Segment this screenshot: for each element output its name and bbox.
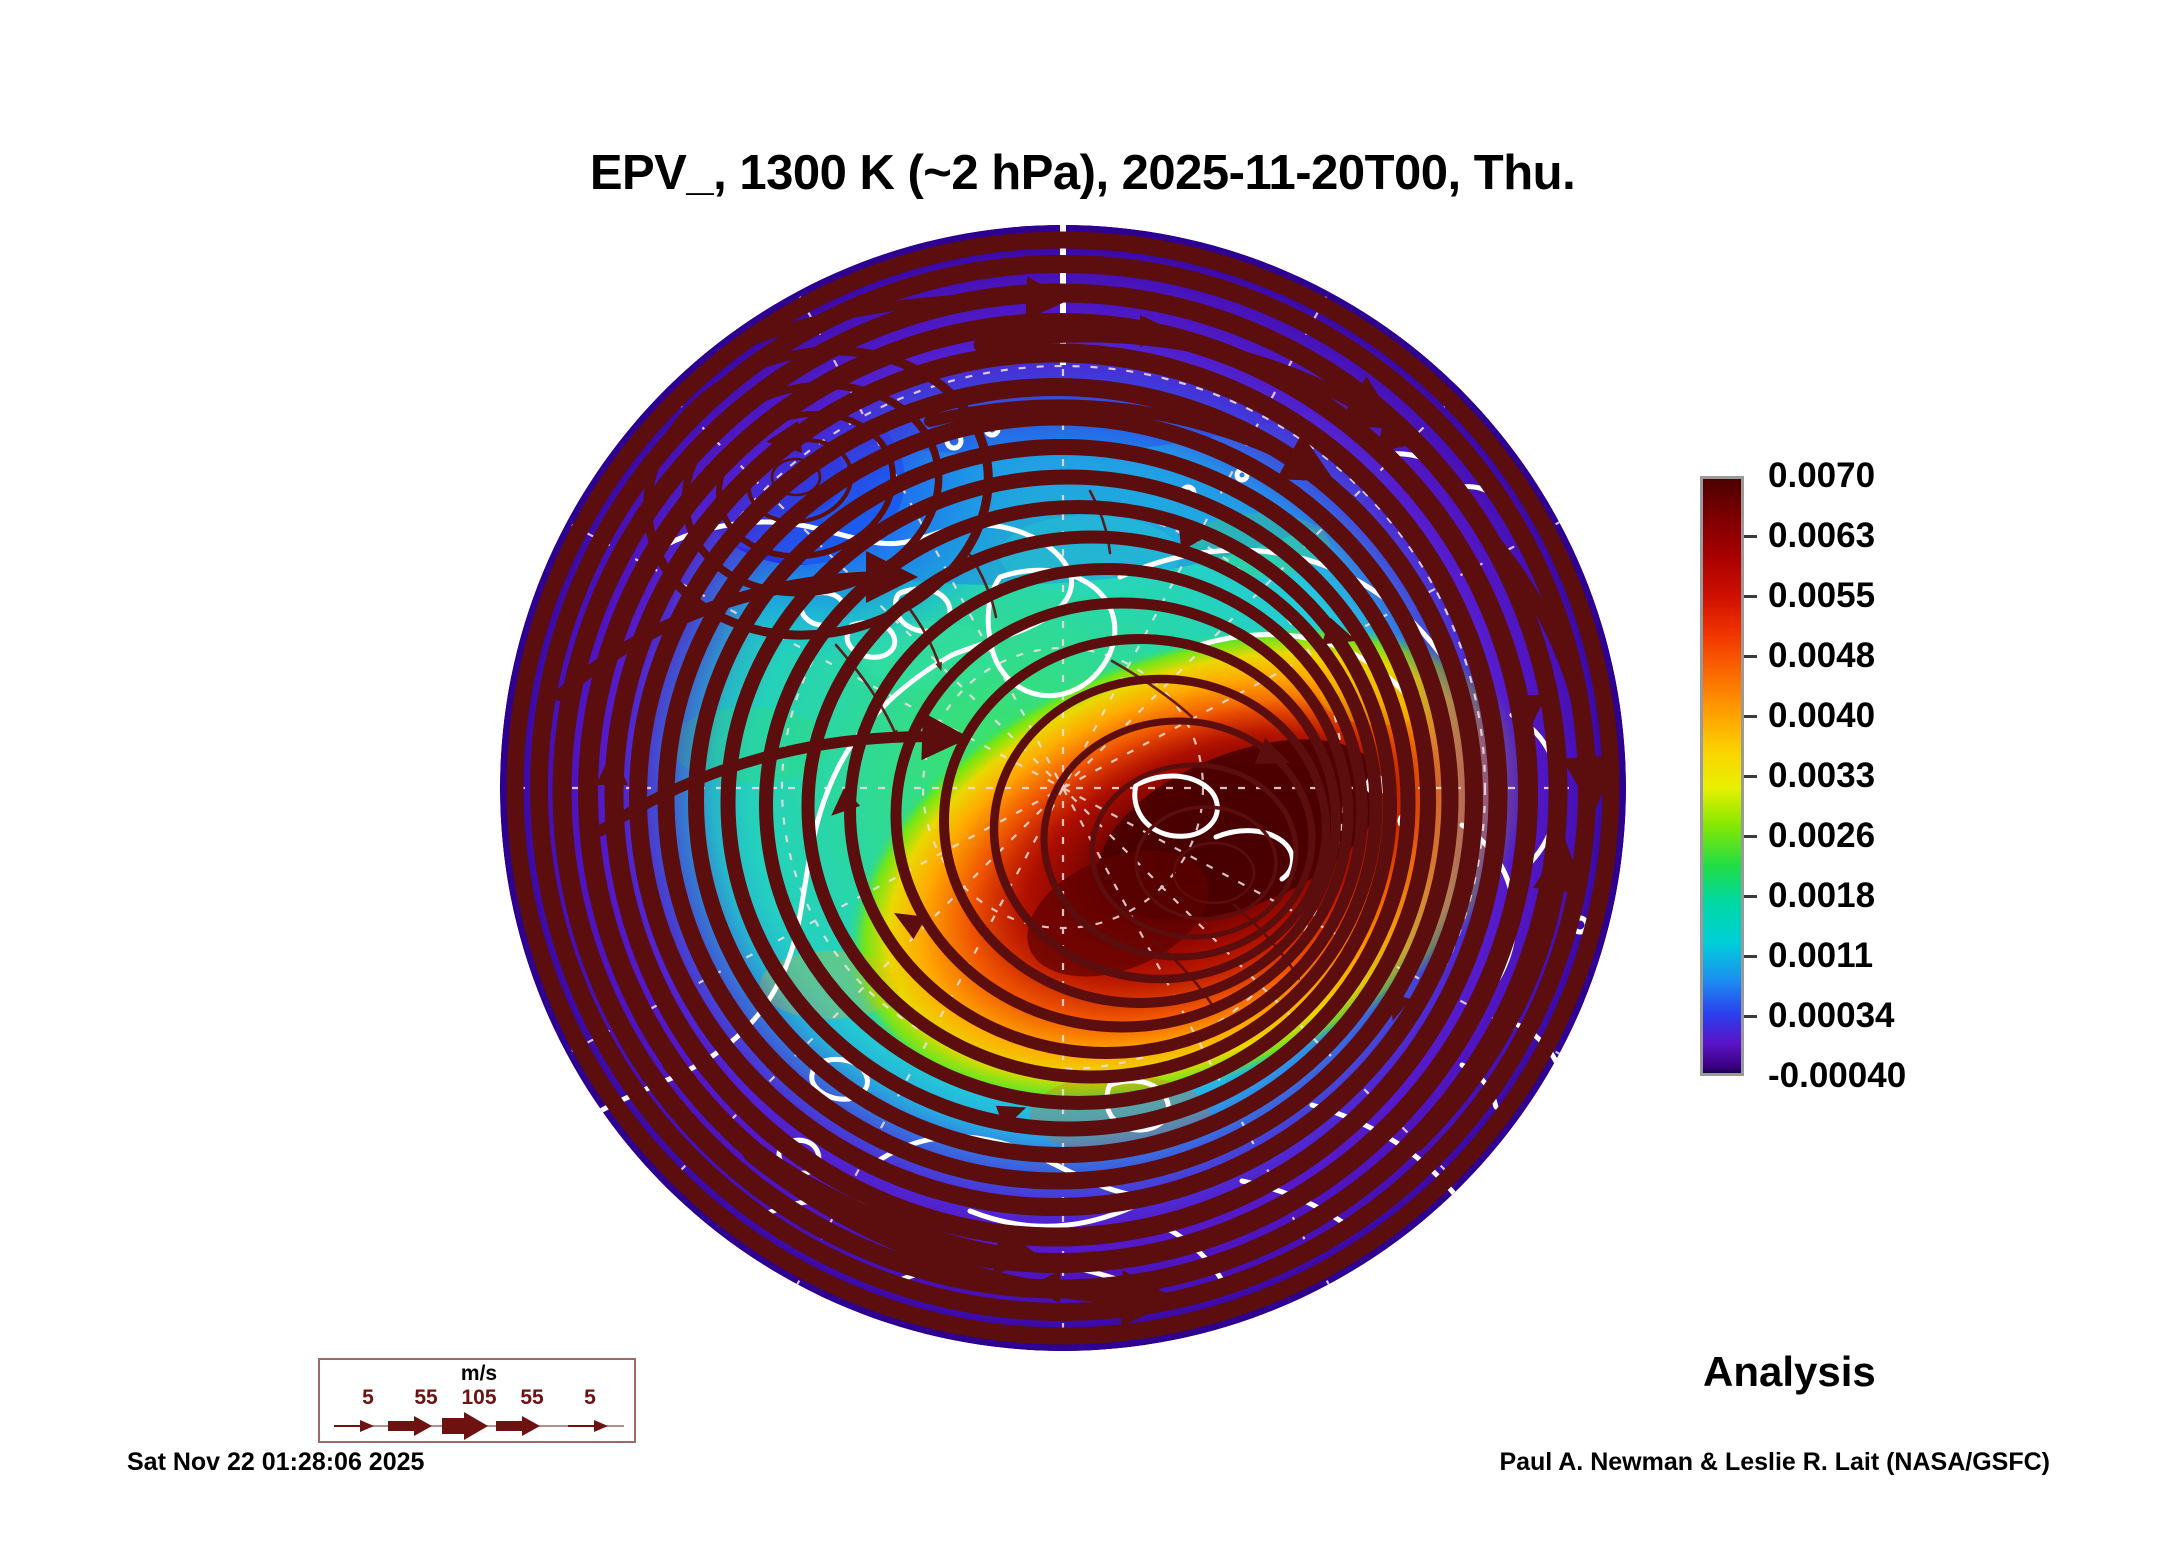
page-title: EPV_, 1300 K (~2 hPa), 2025-11-20T00, Th… bbox=[589, 146, 1576, 200]
colorbar-label: 0.00034 bbox=[1768, 996, 1895, 1035]
wind-tick-label: 5 bbox=[584, 1386, 596, 1409]
wind-arrow-55-left bbox=[388, 1416, 432, 1436]
wind-speed-legend: m/s 5 55 105 55 5 bbox=[318, 1358, 636, 1443]
colorbar-label: 0.0070 bbox=[1768, 456, 1876, 495]
colorbar-tick bbox=[1744, 1015, 1757, 1018]
author-credit: Paul A. Newman & Leslie R. Lait (NASA/GS… bbox=[1499, 1448, 2050, 1476]
colorbar-label: -0.00040 bbox=[1768, 1056, 1907, 1095]
map-canvas bbox=[500, 225, 1626, 1351]
wind-streamlines bbox=[506, 231, 1620, 1345]
polar-map bbox=[500, 225, 1626, 1351]
map-disc bbox=[500, 225, 1626, 1351]
wind-arrow-5-right bbox=[568, 1420, 608, 1432]
wind-tick-label: 55 bbox=[414, 1386, 438, 1409]
colorbar-tick bbox=[1744, 835, 1757, 838]
wind-tick-label: 55 bbox=[520, 1386, 544, 1409]
wind-tick-label: 5 bbox=[362, 1386, 374, 1409]
colorbar-label: 0.0055 bbox=[1768, 576, 1876, 615]
colorbar-label: 0.0040 bbox=[1768, 696, 1876, 735]
analysis-label: Analysis bbox=[1703, 1348, 1876, 1395]
colorbar-tick bbox=[1744, 715, 1757, 718]
colorbar-label: 0.0018 bbox=[1768, 876, 1876, 915]
colorbar-tick bbox=[1744, 775, 1757, 778]
colorbar-label: 0.0026 bbox=[1768, 816, 1876, 855]
colorbar-label: 0.0063 bbox=[1768, 516, 1876, 555]
colorbar-tick bbox=[1744, 655, 1757, 658]
wind-arrow-105 bbox=[442, 1412, 488, 1440]
wind-arrow-55-right bbox=[496, 1416, 540, 1436]
colorbar-tick bbox=[1744, 955, 1757, 958]
colorbar-label: 0.0011 bbox=[1768, 936, 1874, 975]
wind-legend-ticks: 5 55 105 55 5 bbox=[320, 1386, 638, 1412]
wind-legend-arrows bbox=[334, 1412, 624, 1440]
colorbar-label: 0.0033 bbox=[1768, 756, 1876, 795]
colorbar-tick bbox=[1744, 895, 1757, 898]
wind-arrow-5-left bbox=[334, 1420, 374, 1432]
colorbar-tick bbox=[1744, 595, 1757, 598]
wind-legend-unit: m/s bbox=[460, 1362, 498, 1385]
generation-timestamp: Sat Nov 22 01:28:06 2025 bbox=[127, 1448, 425, 1476]
colorbar-label: 0.0048 bbox=[1768, 636, 1876, 675]
colorbar-tick bbox=[1744, 535, 1757, 538]
colorbar: 0.0070 0.0063 0.0055 0.0048 0.0040 0.003… bbox=[1700, 458, 2120, 1095]
wind-tick-label: 105 bbox=[461, 1386, 497, 1409]
colorbar-gradient bbox=[1700, 476, 1744, 1076]
map-layers bbox=[500, 225, 1626, 1351]
